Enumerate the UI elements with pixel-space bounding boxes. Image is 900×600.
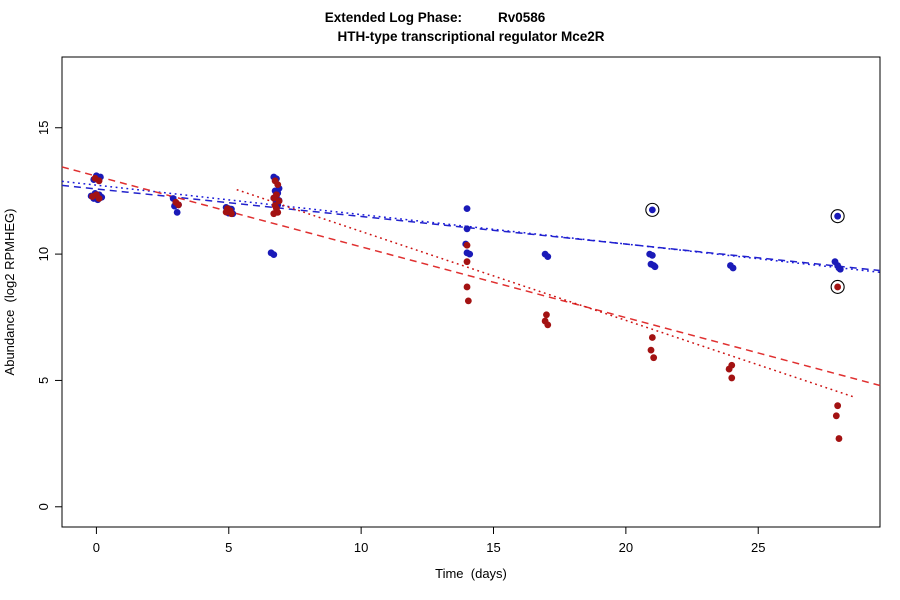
condition-red-point	[647, 346, 655, 354]
condition-red-point	[222, 208, 230, 216]
condition-blue-point	[651, 263, 659, 271]
plot-title-label: Extended Log Phase:	[325, 10, 462, 25]
condition-red-point	[648, 334, 656, 341]
condition-red-point	[95, 177, 103, 185]
condition-blue-point	[648, 206, 656, 214]
condition-blue-point	[173, 209, 181, 216]
condition-blue-point	[463, 225, 471, 233]
trend-line-blue-dashed	[61, 184, 881, 272]
condition-red-point	[275, 197, 283, 205]
condition-red-point	[463, 241, 471, 249]
y-axis-label: Abundance (log2 RPMHEG)	[2, 209, 17, 376]
y-tick-label: 5	[36, 377, 51, 384]
condition-red-point	[228, 210, 235, 218]
condition-red-point	[270, 210, 278, 218]
condition-red-point	[544, 321, 552, 329]
condition-red-point	[725, 365, 733, 373]
trend-line-red-dashed	[61, 166, 881, 387]
x-tick-label: 10	[354, 540, 368, 555]
condition-red-point	[832, 412, 840, 420]
plot-content: 0 5 10 15 20 25 0 5 10 15	[36, 56, 881, 555]
condition-red-point	[95, 195, 103, 202]
condition-blue-point	[463, 205, 471, 213]
condition-red-point	[650, 354, 658, 362]
y-tick-label: 15	[36, 121, 51, 135]
x-axis-label: Time (days)	[435, 566, 507, 581]
condition-red-point	[464, 297, 472, 305]
condition-blue-outlier-ring	[645, 202, 660, 217]
x-tick-label: 20	[619, 540, 633, 555]
y-tick-label: 0	[36, 503, 51, 510]
condition-red-point	[834, 402, 842, 410]
condition-red-point	[835, 435, 843, 442]
trend-line-red-dotted	[236, 188, 854, 398]
x-tick-label: 0	[93, 540, 100, 555]
condition-red-point	[89, 193, 96, 200]
plot-title-gene: Rv0586	[498, 10, 546, 25]
condition-red-point	[274, 181, 282, 189]
condition-red-point	[463, 258, 471, 266]
x-tick-label: 15	[486, 540, 500, 555]
x-tick-label: 25	[751, 540, 765, 555]
condition-red-point	[463, 283, 471, 291]
condition-red-point	[728, 374, 736, 382]
condition-red-point	[270, 194, 278, 202]
plot-subtitle: HTH-type transcriptional regulator Mce2R	[337, 29, 604, 44]
y-tick-label: 10	[36, 247, 51, 261]
condition-blue-point	[836, 265, 844, 273]
condition-blue-point	[648, 251, 656, 259]
condition-red-point	[834, 283, 842, 291]
condition-blue-point	[544, 253, 552, 261]
condition-red-point	[543, 311, 550, 319]
condition-blue-point	[834, 212, 842, 220]
condition-red-point	[175, 201, 182, 209]
x-tick-label: 5	[225, 540, 232, 555]
condition-red-outlier-ring	[830, 279, 845, 294]
condition-blue-point	[466, 250, 474, 258]
plot-box	[61, 56, 881, 528]
condition-blue-point	[729, 264, 737, 272]
condition-blue-outlier-ring	[830, 209, 845, 224]
condition-blue-point	[270, 251, 278, 259]
trend-line-blue-dotted	[61, 180, 881, 274]
